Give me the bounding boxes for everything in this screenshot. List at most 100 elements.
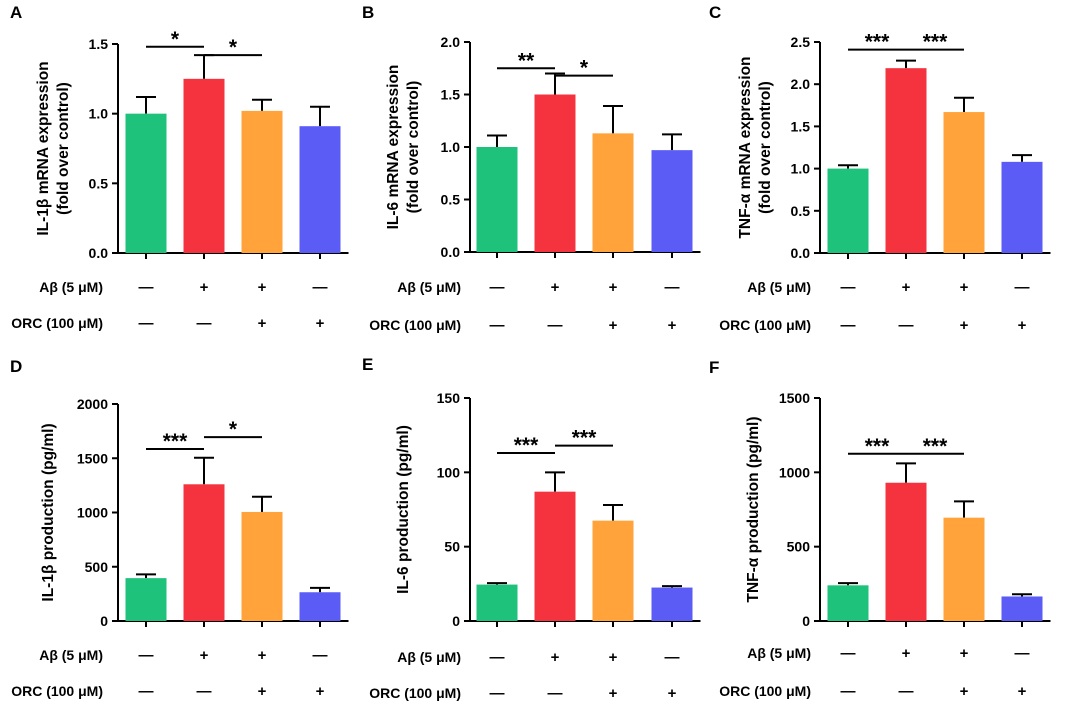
orc-sign: — (899, 683, 914, 700)
orc-sign: + (960, 683, 969, 700)
abeta-sign: + (200, 647, 209, 664)
orc-sign: — (490, 685, 505, 702)
y-tick-label: 1.5 (791, 118, 811, 134)
abeta-sign: + (960, 279, 969, 296)
abeta-sign: — (841, 645, 856, 662)
orc-sign: + (960, 317, 969, 334)
abeta-row-label: Aβ (5 μM) (747, 645, 811, 661)
panel-f: F 0 500 1000 1500 TNF-α production (pg/ml) ***… (709, 358, 1051, 700)
abeta-sign: — (841, 279, 856, 296)
significance-label: *** (163, 430, 188, 453)
orc-sign: — (197, 683, 212, 700)
y-tick-label: 2.0 (441, 34, 461, 50)
y-tick-label: 2000 (77, 396, 108, 412)
y-axis-label: (fold over control) (55, 82, 72, 215)
panel-label: E (362, 355, 373, 374)
abeta-sign: + (609, 649, 618, 666)
y-tick-label: 0 (100, 613, 108, 629)
bar-orc (651, 150, 693, 252)
abeta-row-label: Aβ (5 μM) (747, 279, 811, 295)
orc-sign: + (609, 685, 618, 702)
y-tick-label: 0 (452, 613, 460, 629)
bar-orc (651, 587, 693, 621)
abeta-sign: — (139, 647, 154, 664)
orc-sign: + (258, 683, 267, 700)
abeta-row-label: Aβ (5 μM) (397, 649, 461, 665)
abeta-sign: + (551, 279, 560, 296)
panel-a: A 0.0 0.5 1.0 1.5 IL-1β mRNA expression (fold … (10, 3, 349, 332)
orc-sign: + (316, 683, 325, 700)
y-tick-label: 1.0 (791, 161, 811, 177)
bar-control (827, 585, 869, 621)
y-tick-label: 0.5 (89, 175, 109, 191)
y-tick-label: 0.5 (791, 203, 811, 219)
abeta-sign: + (258, 279, 267, 296)
abeta-sign: — (313, 279, 328, 296)
y-tick-label: 100 (437, 464, 461, 480)
panel-label: D (10, 357, 22, 376)
orc-sign: — (841, 683, 856, 700)
orc-row-label: ORC (100 μM) (719, 683, 811, 699)
y-axis-label: TNF-α mRNA expression (737, 56, 754, 238)
bar-a-orc (241, 511, 283, 621)
abeta-sign: + (551, 649, 560, 666)
orc-sign: — (490, 317, 505, 334)
orc-sign: — (548, 317, 563, 334)
orc-row-label: ORC (100 μM) (369, 317, 461, 333)
abeta-sign: — (313, 647, 328, 664)
orc-sign: + (609, 317, 618, 334)
panel-label: F (709, 358, 719, 377)
significance-label: * (229, 418, 238, 441)
bar-a- (885, 482, 927, 621)
abeta-sign: — (665, 649, 680, 666)
y-tick-label: 1000 (77, 505, 108, 521)
bar-control (125, 113, 167, 254)
bar-a- (534, 491, 576, 621)
orc-sign: + (668, 317, 677, 334)
abeta-row-label: Aβ (5 μM) (39, 279, 103, 295)
orc-sign: — (197, 315, 212, 332)
orc-sign: — (899, 317, 914, 334)
y-tick-label: 1.0 (441, 139, 461, 155)
y-tick-label: 0.0 (791, 245, 811, 261)
abeta-sign: + (902, 279, 911, 296)
y-tick-label: 1000 (779, 464, 810, 480)
abeta-sign: + (200, 279, 209, 296)
y-tick-label: 150 (437, 390, 461, 406)
panel-label: A (10, 3, 22, 22)
significance-label: *** (865, 435, 890, 458)
abeta-sign: + (258, 647, 267, 664)
y-axis-label: IL-1β mRNA expression (35, 61, 52, 235)
y-tick-label: 1500 (779, 390, 810, 406)
panel-c: C 0.0 0.5 1.0 1.5 2.0 2.5 TNF-α mRNA expression… (709, 3, 1051, 334)
y-tick-label: 1.5 (441, 87, 461, 103)
orc-sign: — (841, 317, 856, 334)
y-tick-label: 2.5 (791, 34, 811, 50)
y-tick-label: 1.5 (89, 36, 109, 52)
bar-control (476, 584, 518, 621)
orc-row-label: ORC (100 μM) (11, 315, 103, 331)
bar-a-orc (592, 520, 634, 621)
orc-sign: + (258, 315, 267, 332)
abeta-sign: — (665, 279, 680, 296)
abeta-sign: — (139, 279, 154, 296)
bar-a-orc (943, 517, 985, 621)
abeta-row-label: Aβ (5 μM) (39, 647, 103, 663)
bar-orc (1001, 161, 1043, 253)
orc-sign: + (1018, 317, 1027, 334)
bar-a- (183, 484, 225, 621)
y-axis-label: IL-6 production (pg/ml) (395, 425, 412, 594)
y-tick-label: 0.5 (441, 192, 461, 208)
significance-label: *** (865, 31, 890, 54)
y-tick-label: 500 (787, 539, 811, 555)
bar-a- (183, 78, 225, 253)
y-tick-label: 2.0 (791, 76, 811, 92)
y-axis-label: (fold over control) (757, 81, 774, 214)
y-axis-label: (fold over control) (405, 81, 422, 214)
y-tick-label: 1.0 (89, 106, 109, 122)
bar-a- (534, 94, 576, 252)
orc-row-label: ORC (100 μM) (369, 685, 461, 701)
abeta-sign: — (490, 649, 505, 666)
bar-a-orc (241, 110, 283, 253)
